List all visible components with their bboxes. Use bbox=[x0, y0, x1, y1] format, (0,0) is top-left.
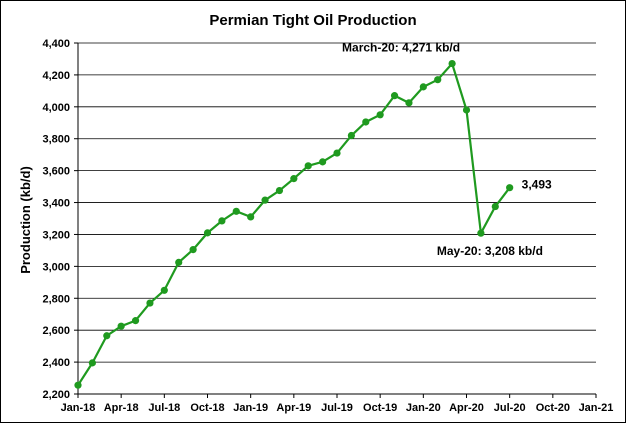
x-tick-label: Jan-19 bbox=[233, 402, 268, 414]
data-point bbox=[506, 184, 514, 192]
x-tick-label: Jul-20 bbox=[494, 402, 526, 414]
data-point bbox=[160, 286, 168, 294]
data-point bbox=[376, 111, 384, 119]
data-point bbox=[247, 213, 255, 221]
y-tick-label: 2,600 bbox=[42, 325, 70, 337]
y-tick-label: 2,400 bbox=[42, 357, 70, 369]
y-tick-label: 4,400 bbox=[42, 38, 70, 50]
y-tick-label: 3,800 bbox=[42, 134, 70, 146]
x-tick-label: Apr-18 bbox=[104, 402, 139, 414]
data-point bbox=[333, 149, 341, 157]
data-point bbox=[88, 359, 96, 367]
data-point bbox=[74, 381, 82, 389]
x-tick-label: Jan-18 bbox=[61, 402, 96, 414]
data-point bbox=[362, 118, 370, 126]
data-point bbox=[218, 217, 226, 225]
annotation-peak: March-20: 4,271 kb/d bbox=[342, 41, 460, 55]
y-tick-label: 2,200 bbox=[42, 389, 70, 401]
x-tick-label: Apr-20 bbox=[449, 402, 484, 414]
grid bbox=[78, 42, 596, 363]
y-tick-label: 2,800 bbox=[42, 293, 70, 305]
x-tick-label: Oct-18 bbox=[190, 402, 224, 414]
y-tick-labels: 2,200 2,400 2,600 2,800 3,000 3,200 3,400 3,600… bbox=[42, 38, 70, 401]
data-point bbox=[477, 229, 485, 237]
y-tick-label: 3,200 bbox=[42, 229, 70, 241]
data-point bbox=[261, 196, 269, 204]
data-point bbox=[347, 131, 355, 140]
y-tick-label: 3,400 bbox=[42, 198, 70, 210]
annotations: March-20: 4,271 kb/d May-20: 3,208 kb/d 3,… bbox=[342, 41, 552, 259]
data-point bbox=[146, 299, 154, 307]
y-tick-label: 3,000 bbox=[42, 261, 70, 273]
x-tick-labels: Jan-18 Apr-18 Jul-18 Oct-18 Jan-19 Apr-19 Jul-… bbox=[61, 402, 614, 414]
data-point bbox=[319, 158, 327, 166]
x-tick-label: Jul-19 bbox=[321, 402, 353, 414]
data-point bbox=[434, 76, 442, 84]
x-tick-label: Jan-21 bbox=[579, 402, 614, 414]
data-point bbox=[232, 207, 240, 215]
y-tick-label: 4,200 bbox=[42, 70, 70, 82]
data-point bbox=[462, 106, 471, 114]
y-tick-label: 3,600 bbox=[42, 166, 70, 178]
annotation-latest: 3,493 bbox=[522, 178, 552, 192]
data-point bbox=[203, 229, 212, 237]
x-tick-label: Jan-20 bbox=[406, 402, 441, 414]
data-point bbox=[390, 92, 399, 100]
data-point bbox=[448, 59, 456, 68]
x-tick-label: Apr-19 bbox=[276, 402, 311, 414]
data-point bbox=[290, 175, 298, 183]
series bbox=[74, 59, 514, 389]
data-point bbox=[304, 162, 312, 170]
axes bbox=[74, 42, 597, 398]
data-point bbox=[491, 202, 499, 211]
data-point bbox=[189, 246, 197, 254]
data-point bbox=[103, 332, 111, 340]
x-tick-label: Jul-18 bbox=[148, 402, 180, 414]
x-tick-label: Oct-20 bbox=[536, 402, 570, 414]
chart-title: Permian Tight Oil Production bbox=[209, 12, 416, 29]
annotation-trough: May-20: 3,208 kb/d bbox=[437, 244, 543, 258]
data-point bbox=[117, 322, 125, 330]
series-line bbox=[77, 62, 511, 386]
x-tick-label: Oct-19 bbox=[363, 402, 397, 414]
data-point bbox=[275, 186, 284, 195]
y-axis-label: Production (kb/d) bbox=[18, 166, 33, 274]
data-point bbox=[405, 99, 413, 107]
data-point bbox=[175, 258, 183, 266]
data-point bbox=[419, 83, 427, 91]
y-tick-label: 4,000 bbox=[42, 102, 70, 114]
data-point bbox=[131, 317, 140, 325]
